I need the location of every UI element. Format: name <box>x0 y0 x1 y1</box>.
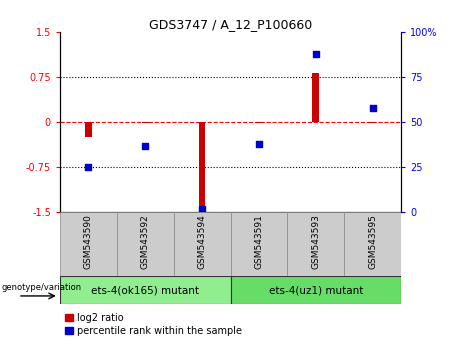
Legend: log2 ratio, percentile rank within the sample: log2 ratio, percentile rank within the s… <box>65 313 242 336</box>
Bar <box>199 122 206 215</box>
Text: GSM543593: GSM543593 <box>311 214 320 269</box>
Text: ets-4(uz1) mutant: ets-4(uz1) mutant <box>269 285 363 295</box>
Text: GSM543591: GSM543591 <box>254 214 263 269</box>
Bar <box>60 276 230 304</box>
Point <box>312 51 319 56</box>
Text: GSM543595: GSM543595 <box>368 214 377 269</box>
Bar <box>174 212 230 276</box>
Bar <box>142 122 148 123</box>
Text: ets-4(ok165) mutant: ets-4(ok165) mutant <box>91 285 199 295</box>
Bar <box>369 122 376 123</box>
Title: GDS3747 / A_12_P100660: GDS3747 / A_12_P100660 <box>149 18 312 31</box>
Text: GSM543594: GSM543594 <box>198 214 207 269</box>
Point <box>198 206 206 212</box>
Bar <box>230 276 401 304</box>
Point <box>142 143 149 148</box>
Point <box>255 141 263 147</box>
Bar <box>85 122 92 137</box>
Text: GSM543592: GSM543592 <box>141 214 150 269</box>
Point <box>369 105 376 110</box>
Text: genotype/variation: genotype/variation <box>1 283 81 292</box>
Bar <box>287 212 344 276</box>
Text: GSM543590: GSM543590 <box>84 214 93 269</box>
Bar <box>117 212 174 276</box>
Bar <box>313 73 319 122</box>
Bar <box>255 122 262 123</box>
Bar <box>344 212 401 276</box>
Point <box>85 164 92 170</box>
Bar <box>230 212 287 276</box>
Bar <box>60 212 117 276</box>
